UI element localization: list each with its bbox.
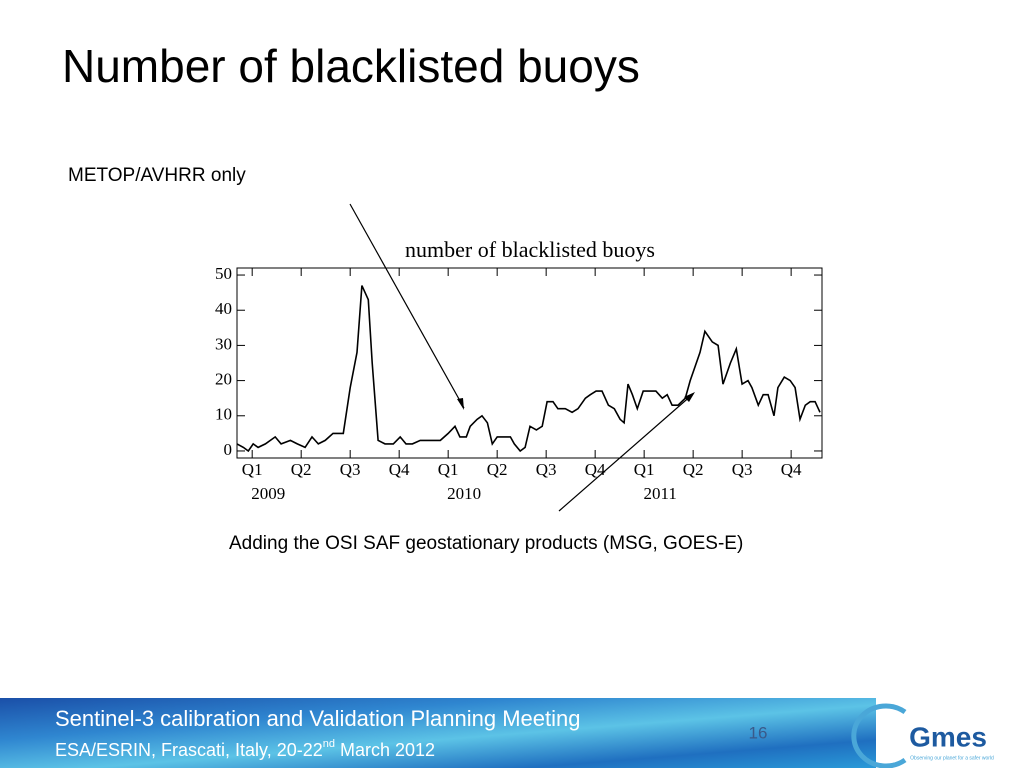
- footer-text: March 2012: [335, 740, 435, 760]
- y-tick-label: 10: [215, 405, 232, 424]
- x-tick-label: Q3: [732, 460, 753, 479]
- x-tick-label: Q2: [291, 460, 312, 479]
- chart-title: number of blacklisted buoys: [405, 237, 655, 262]
- page-number: 16: [749, 723, 768, 742]
- y-tick-label: 50: [215, 264, 232, 283]
- year-label: 2010: [447, 484, 481, 503]
- x-tick-label: Q4: [781, 460, 802, 479]
- y-tick-label: 20: [215, 369, 232, 388]
- footer-text: Sentinel-3 calibration and Validation Pl…: [55, 706, 581, 731]
- footer-text: ESA/ESRIN, Frascati, Italy, 20-22nd Marc…: [55, 738, 435, 760]
- logo-arc: [851, 703, 907, 768]
- data-line: [236, 285, 821, 453]
- y-tick-label: 0: [224, 440, 233, 459]
- annotation: Adding the OSI SAF geostationary product…: [229, 533, 743, 554]
- x-tick-label: Q3: [340, 460, 361, 479]
- footer-text: ESA/ESRIN, Frascati, Italy, 20-22: [55, 740, 323, 760]
- year-label: 2011: [643, 484, 676, 503]
- x-tick-label: Q4: [585, 460, 606, 479]
- x-tick-label: Q2: [683, 460, 704, 479]
- logo: Gmes: [909, 721, 987, 752]
- footer-sup: nd: [323, 738, 335, 750]
- x-tick-label: Q2: [487, 460, 508, 479]
- arrowhead: [684, 392, 695, 402]
- plot-frame: [236, 267, 823, 459]
- y-tick-label: 30: [215, 334, 232, 353]
- slide-title: Number of blacklisted buoys: [62, 40, 640, 92]
- annotation: METOP/AVHRR only: [68, 165, 246, 186]
- x-tick-label: Q1: [438, 460, 459, 479]
- year-label: 2009: [251, 484, 285, 503]
- x-tick-label: Q3: [536, 460, 557, 479]
- x-tick-label: Q1: [242, 460, 263, 479]
- y-tick-label: 40: [215, 299, 232, 318]
- footer-band: [0, 698, 876, 768]
- logo-tagline: Observing our planet for a safer world: [910, 755, 994, 761]
- x-tick-label: Q4: [389, 460, 410, 479]
- x-tick-label: Q1: [634, 460, 655, 479]
- arrow: [349, 203, 465, 409]
- arrow: [558, 393, 694, 512]
- arrowhead: [457, 398, 464, 410]
- chart: number of blacklisted buoys 0 10 20 30 40 50 Q1…: [215, 237, 823, 503]
